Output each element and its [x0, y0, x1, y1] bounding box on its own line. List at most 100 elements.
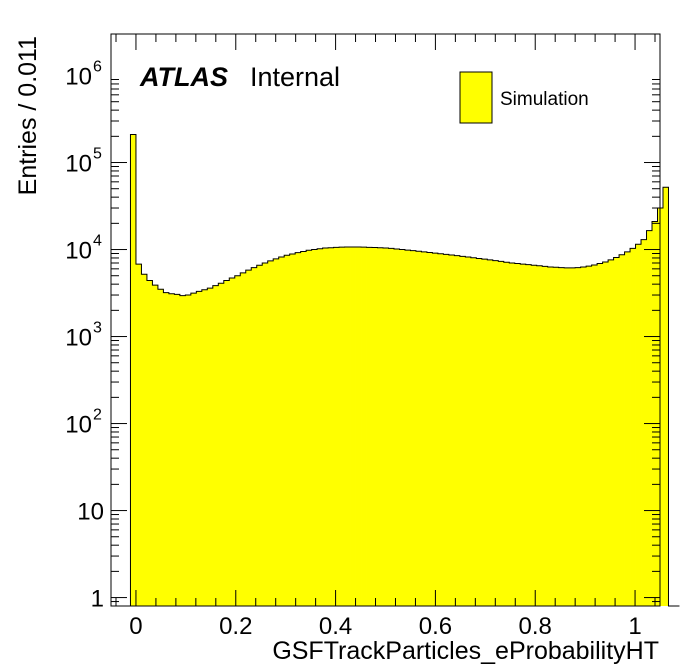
histogram-bar	[322, 248, 329, 607]
histogram-bar	[157, 289, 164, 606]
histogram-bar	[328, 247, 334, 606]
x-tick-label: 1	[628, 613, 641, 640]
histogram-bar	[218, 283, 225, 606]
histogram-bar	[399, 249, 406, 606]
x-tick-label: 0.4	[319, 613, 352, 640]
histogram-bar	[223, 280, 230, 606]
histogram-bar	[212, 285, 219, 606]
histogram-bar	[410, 250, 417, 606]
histogram-bar	[388, 248, 395, 606]
legend-swatch	[459, 71, 493, 124]
y-axis-title: Entries / 0.011	[14, 36, 42, 195]
histogram-bar	[234, 275, 241, 606]
histogram-bar	[174, 294, 181, 606]
plot-frame	[110, 33, 661, 607]
histogram-bar	[262, 263, 269, 606]
y-tick-exponent: 4	[93, 233, 102, 250]
histogram-bar	[575, 267, 582, 606]
atlas-status: Internal	[250, 62, 340, 92]
histogram-bar	[135, 264, 142, 606]
histogram-bar	[421, 251, 428, 606]
histogram-bar	[393, 248, 400, 606]
histogram-bar	[201, 289, 208, 606]
y-tick-label: 1	[91, 586, 104, 613]
x-tick-label: 0.2	[219, 613, 252, 640]
histogram-bar	[152, 285, 159, 606]
histogram-bar	[470, 257, 477, 606]
histogram-bar	[372, 247, 378, 606]
legend-label: Simulation	[500, 89, 589, 110]
histogram-bar	[366, 247, 373, 606]
histogram-bar	[547, 266, 554, 606]
histogram-bar	[130, 134, 137, 607]
histogram-bar	[404, 250, 411, 606]
histogram-bar	[624, 251, 631, 606]
histogram-bar	[454, 255, 461, 607]
histogram-bar	[536, 265, 543, 606]
histogram-bar	[476, 258, 483, 606]
y-tick-label: 10	[65, 412, 92, 439]
histogram-bar	[339, 247, 345, 606]
histogram-bar	[498, 261, 505, 606]
histogram-bar	[525, 264, 532, 606]
histogram-bar	[168, 293, 175, 606]
histogram-bar	[443, 254, 450, 607]
histogram-bar	[608, 259, 614, 606]
histogram-bar	[240, 272, 247, 606]
histogram-bar	[591, 264, 598, 606]
x-tick-label: 0.8	[519, 613, 552, 640]
histogram-bar	[179, 295, 186, 606]
histogram-bar	[662, 187, 669, 607]
y-tick-exponent: 3	[93, 320, 102, 337]
histogram-bar	[355, 246, 362, 607]
histogram-bar	[558, 267, 565, 606]
histogram-bar	[492, 260, 499, 606]
histogram-bar	[569, 267, 576, 606]
histogram-bar	[459, 256, 466, 606]
histogram-bar	[350, 246, 356, 607]
atlas-label: ATLAS	[139, 62, 228, 92]
histogram-bar	[641, 239, 647, 606]
histogram-bar	[520, 264, 527, 606]
histogram-bar	[531, 265, 538, 606]
histogram-bar	[300, 251, 307, 606]
histogram-bar	[509, 263, 516, 606]
histogram-bar	[487, 259, 494, 606]
histogram-bars	[129, 133, 680, 607]
x-tick-label: 0	[129, 613, 142, 640]
histogram-bar	[196, 291, 203, 606]
histogram-bar	[146, 280, 153, 606]
histogram-bar	[597, 263, 603, 606]
histogram-bar	[646, 230, 653, 607]
axis-ticks	[111, 34, 660, 607]
x-tick-labels: 0 0.2 0.4 0.6 0.8 1	[129, 613, 641, 640]
histogram-outline	[129, 133, 680, 607]
histogram-bar	[619, 254, 625, 607]
histogram-bar	[602, 261, 609, 606]
histogram-bar	[586, 266, 593, 606]
histogram-bar	[514, 263, 521, 606]
histogram-bar	[284, 255, 291, 607]
y-tick-exponent: 2	[93, 407, 102, 424]
histogram-bar	[311, 249, 318, 606]
histogram-bar	[652, 221, 658, 606]
histogram-bar	[344, 246, 351, 607]
y-tick-exponent: 5	[93, 146, 102, 163]
histogram-bar	[278, 257, 285, 606]
y-tick-label: 10	[65, 238, 92, 265]
histogram-bar	[185, 295, 192, 606]
histogram-bar	[251, 267, 258, 606]
x-axis-title: GSFTrackParticles_eProbabilityHT	[272, 637, 659, 665]
histogram-bar	[564, 267, 571, 606]
histogram-bar	[448, 255, 455, 606]
histogram-bar	[163, 292, 170, 606]
histogram-bar	[426, 252, 433, 607]
histogram-bar	[377, 247, 384, 606]
histogram-bar	[432, 253, 439, 606]
histogram-bar	[630, 248, 636, 606]
histogram-bar	[333, 247, 340, 606]
histogram-bar	[503, 262, 510, 606]
histogram-bar	[383, 248, 389, 607]
